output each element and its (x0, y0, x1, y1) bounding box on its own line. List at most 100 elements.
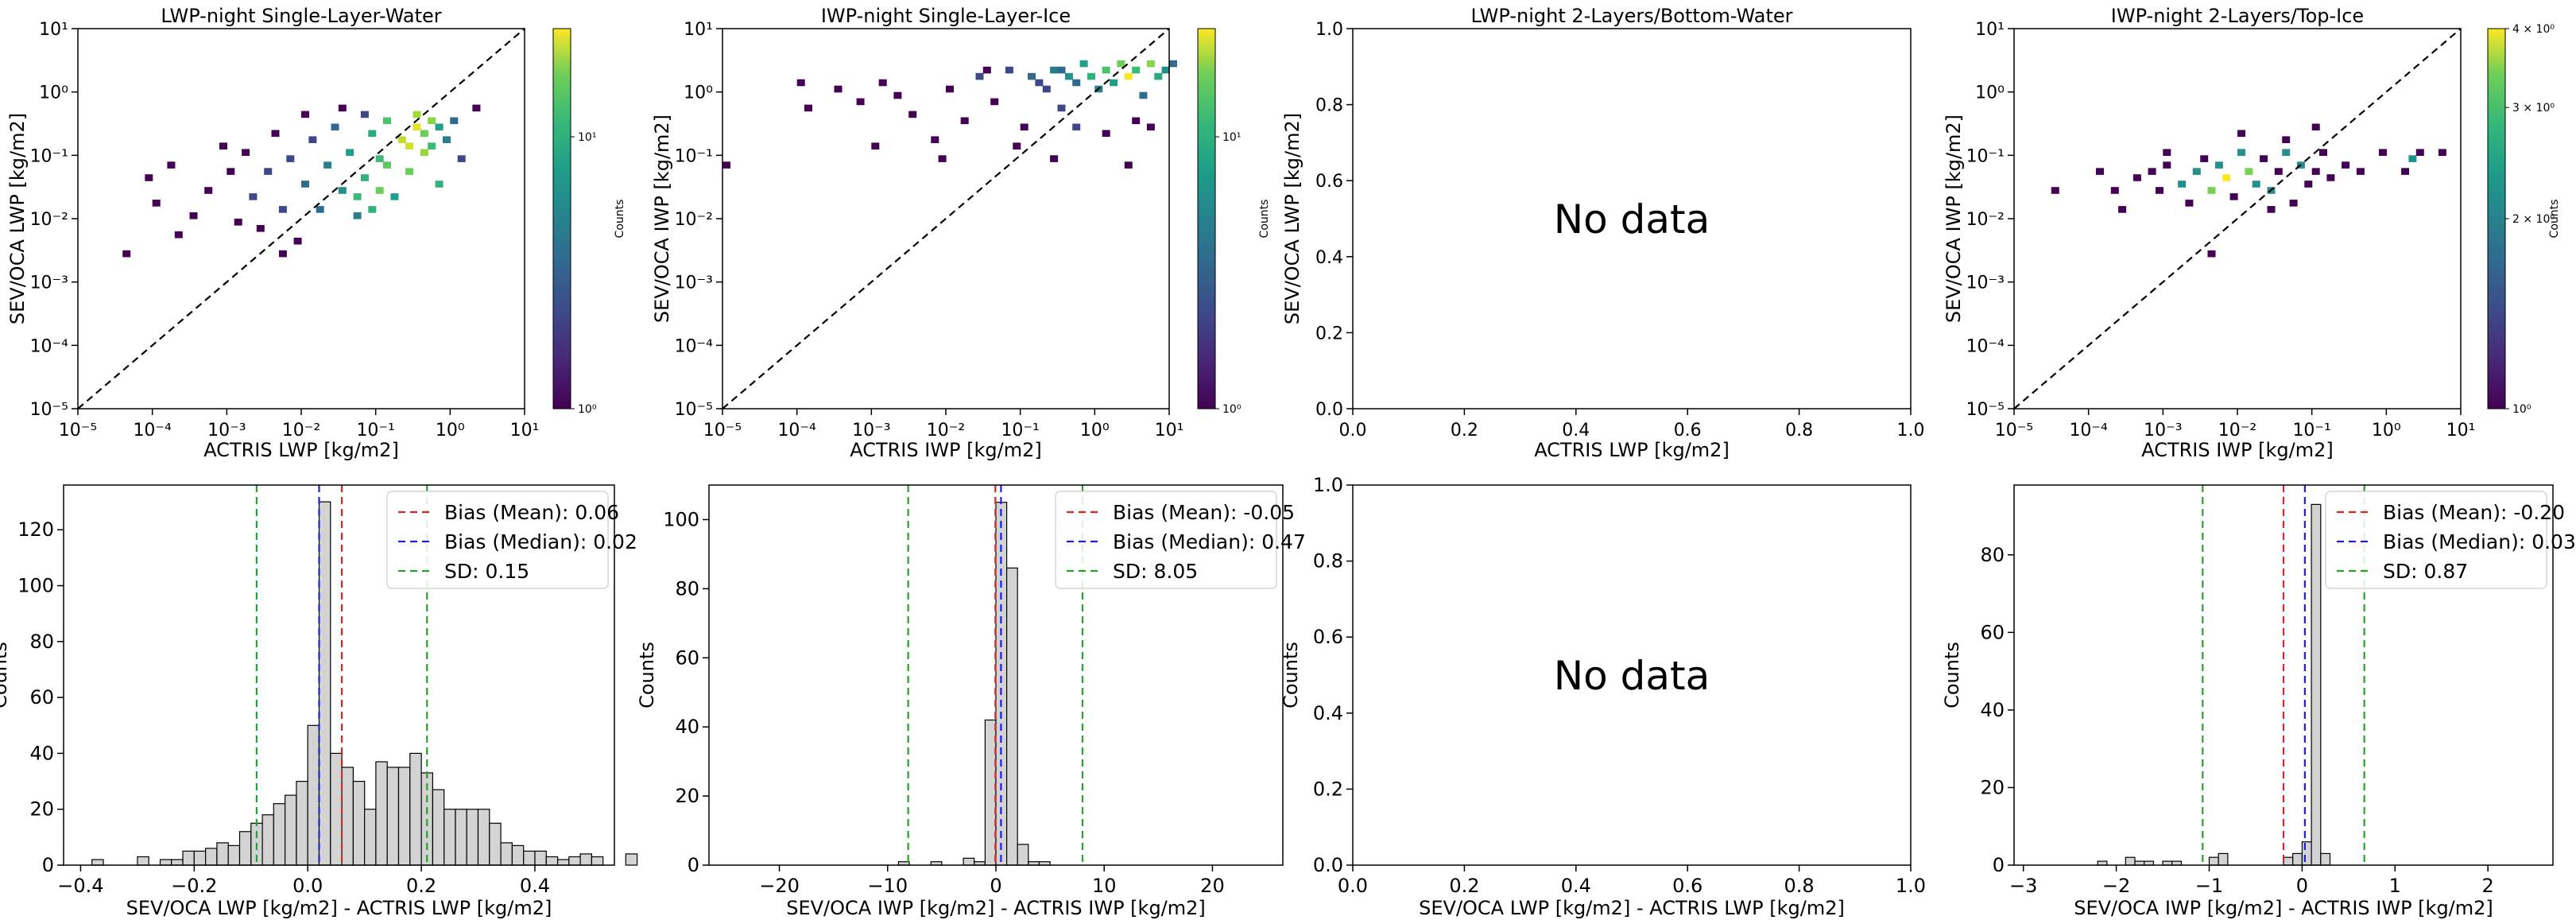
one-to-one-line (77, 28, 525, 410)
heatmap-cell (871, 142, 880, 149)
y-axis-label: Counts (1941, 642, 1963, 708)
histogram-bar (397, 767, 411, 866)
y-tick-label: 0 (1993, 854, 2005, 876)
y-axis-label: SEV/OCA IWP [kg/m2] (1943, 115, 1965, 323)
x-tick-label: 10⁻¹ (1001, 421, 1039, 441)
y-tick-label: 10⁰ (39, 83, 68, 103)
heatmap-cell (346, 149, 354, 156)
colorbar-tick-label: 10¹ (1222, 131, 1241, 144)
x-tick-label: 0.4 (1562, 421, 1590, 441)
y-tick-label: 120 (17, 518, 54, 541)
y-tick-label: 0.8 (1313, 550, 1343, 573)
heatmap-cell (1072, 123, 1081, 131)
y-tick-label: 10⁻³ (1966, 274, 2005, 293)
colorbar (552, 28, 571, 410)
heatmap-cell (1013, 142, 1021, 149)
x-tick-label: −0.2 (171, 875, 217, 897)
histogram-bar (171, 859, 184, 866)
heatmap-cell (383, 161, 391, 169)
y-tick-label: 0.0 (1315, 400, 1343, 420)
heatmap-cell (2229, 193, 2238, 200)
heatmap-cell (167, 161, 176, 169)
heatmap-cell (2200, 155, 2209, 162)
histogram-bar (523, 850, 536, 866)
heatmap-cell (2289, 200, 2298, 207)
colorbar-label: Counts (614, 200, 626, 239)
y-tick-label: 10⁻³ (675, 274, 713, 293)
y-tick-label: 10⁻⁴ (675, 336, 714, 356)
x-tick-label: 0.8 (1784, 875, 1815, 897)
y-tick-label: 20 (1980, 776, 2005, 798)
heatmap-cell (2282, 149, 2291, 156)
heatmap-panel-1: LWP-night Single-Layer-Water 10⁻⁵ 10⁻⁴ 10⁻³… (6, 5, 626, 461)
heatmap-cell (893, 91, 902, 99)
heatmap-cell (2148, 168, 2156, 175)
histogram-bar (409, 752, 422, 866)
colorbar-label: Counts (2548, 200, 2561, 239)
x-tick-label: 10⁰ (1080, 421, 1110, 441)
histogram-bar (625, 853, 638, 866)
heatmap-cell (278, 250, 287, 258)
histogram-bar (2311, 503, 2322, 866)
histogram-bar (1017, 844, 1029, 866)
colorbar-tick-label: 10⁰ (1222, 403, 1242, 416)
heatmap-cell (2237, 149, 2245, 156)
heatmap-cell (353, 193, 362, 200)
heatmap-cell (323, 161, 332, 169)
heatmap-cell (938, 155, 947, 162)
histogram-bar (193, 850, 207, 866)
colorbar (1197, 28, 1216, 410)
heatmap-cell (1079, 60, 1088, 68)
heatmap-cell (2260, 155, 2268, 162)
legend-label: Bias (Median): 0.02 (444, 530, 637, 553)
histogram-bar (2283, 856, 2294, 866)
x-tick-label: 1.0 (1896, 875, 1926, 897)
x-axis-label: ACTRIS IWP [kg/m2] (2141, 439, 2334, 461)
histogram-bar (307, 724, 320, 866)
x-axis-label: ACTRIS LWP [kg/m2] (203, 439, 399, 461)
heatmap-cell (2304, 181, 2313, 188)
heatmap-cell (1064, 72, 1073, 80)
x-axis-label: ACTRIS IWP [kg/m2] (850, 439, 1042, 461)
heatmap-cell (1020, 123, 1028, 131)
x-tick-label: 10 (1092, 875, 1117, 897)
heatmap-cell (383, 117, 391, 125)
histogram-bar (227, 844, 241, 866)
heatmap-cell (2156, 187, 2163, 194)
x-tick-label: 10⁻¹ (356, 421, 394, 441)
histogram-bar (545, 856, 559, 866)
legend (2325, 491, 2547, 589)
heatmap-cell (2051, 187, 2059, 194)
y-tick-label: 10⁻¹ (1966, 146, 2005, 166)
heatmap-cell (249, 193, 258, 200)
heatmap-cell (908, 111, 917, 118)
heatmap-cell (428, 142, 436, 149)
heatmap-cell (1110, 79, 1118, 87)
heatmap-cell (2311, 168, 2320, 175)
legend-label: SD: 0.87 (2383, 560, 2468, 583)
y-axis-label: Counts (636, 642, 658, 708)
plot-frame (722, 28, 1170, 410)
heatmap-cell (316, 206, 324, 213)
histogram-bar (205, 848, 218, 866)
panel-title: IWP-night Single-Layer-Ice (821, 5, 1071, 27)
heatmap-cell (390, 193, 399, 200)
legend-label: Bias (Median): 0.03 (2383, 530, 2576, 553)
heatmap-cell (975, 72, 984, 80)
histogram-bar (386, 767, 400, 866)
y-tick-label: 10¹ (39, 20, 68, 40)
y-tick-label: 40 (675, 716, 699, 738)
heatmap-cell (1139, 91, 1148, 99)
legend-label: Bias (Mean): -0.20 (2383, 501, 2565, 524)
x-tick-label: 0.4 (1561, 875, 1591, 897)
heatmap-cell (804, 104, 812, 112)
y-tick-label: 10⁰ (1975, 83, 2005, 103)
y-tick-label: 10⁻⁵ (1966, 400, 2005, 420)
heatmap-cell (2274, 168, 2283, 175)
x-tick-label: 10⁻⁵ (59, 421, 97, 441)
y-tick-label: 10¹ (684, 20, 713, 40)
y-axis-label: SEV/OCA LWP [kg/m2] (6, 113, 29, 324)
heatmap-cell (2415, 149, 2424, 156)
colorbar-tick-label: 10⁰ (578, 403, 597, 416)
heatmap-cell (2342, 161, 2350, 169)
